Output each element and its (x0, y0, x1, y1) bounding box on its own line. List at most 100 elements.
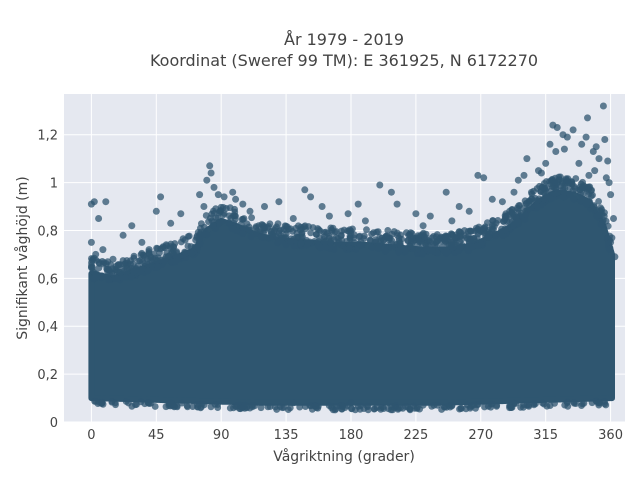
y-tick-label-3: 0,6 (37, 272, 58, 287)
density-core (88, 173, 616, 414)
density-edge-point (326, 239, 334, 247)
density-edge-point (375, 245, 382, 252)
data-point-33 (387, 188, 395, 196)
x-tick-label-8: 360 (598, 428, 623, 443)
data-point-22 (239, 200, 247, 208)
density-edge-point (230, 225, 238, 233)
density-edge-point (282, 233, 290, 241)
density-edge-point (137, 398, 145, 406)
data-point-54 (563, 133, 571, 141)
density-edge-point (210, 209, 218, 217)
density-edge-point (97, 272, 105, 280)
density-edge-point (144, 267, 152, 275)
density-edge-point (307, 229, 315, 237)
density-edge-point (377, 404, 385, 412)
data-point-10 (167, 219, 175, 227)
data-point-66 (605, 179, 613, 187)
density-edge-point (207, 403, 215, 411)
data-point-42 (488, 195, 496, 203)
density-edge-point (306, 238, 314, 246)
density-edge-point (572, 185, 579, 193)
density-edge-point (606, 232, 614, 240)
density-edge-point (285, 225, 292, 233)
density-edge-point (406, 231, 414, 238)
data-point-80 (145, 246, 153, 254)
density-edge-point (370, 405, 378, 413)
data-point-4 (99, 246, 107, 254)
data-point-18 (214, 191, 222, 199)
density-edge-point (329, 406, 337, 414)
density-edge-point (438, 243, 446, 251)
density-edge-point (372, 236, 379, 244)
density-edge-point (406, 242, 413, 250)
density-edge-point (346, 232, 354, 240)
density-edge-point (448, 231, 456, 239)
density-edge-point (259, 224, 267, 232)
x-tick-label-6: 270 (468, 428, 493, 443)
density-edge-point (259, 234, 266, 241)
density-edge-point (306, 402, 314, 409)
data-point-31 (354, 200, 362, 208)
density-edge-point (159, 244, 167, 252)
density-edge-point (200, 223, 208, 231)
data-point-35 (412, 210, 420, 218)
density-edge-point (456, 244, 464, 252)
data-point-77 (87, 238, 95, 246)
density-edge-point (387, 239, 395, 247)
density-edge-point (595, 198, 602, 205)
density-edge-point (111, 399, 119, 407)
data-point-73 (552, 148, 560, 155)
density-edge-point (488, 228, 496, 236)
density-edge-point (316, 227, 324, 235)
data-point-70 (611, 253, 619, 261)
data-point-87 (434, 401, 441, 409)
data-point-9 (152, 207, 160, 215)
density-edge-point (162, 253, 170, 261)
data-point-46 (520, 171, 528, 179)
density-edge-point (503, 213, 510, 221)
density-edge-point (400, 245, 408, 253)
x-tick-label-0: 0 (87, 428, 95, 443)
density-edge-point (393, 229, 401, 237)
data-point-63 (601, 136, 609, 143)
data-point-62 (599, 102, 607, 110)
density-edge-point (366, 236, 374, 244)
density-edge-point (456, 238, 464, 246)
y-tick-label-1: 0,2 (37, 368, 58, 383)
y-tick-label-2: 0,4 (37, 320, 58, 335)
data-point-67 (607, 191, 615, 199)
density-edge-point (171, 258, 179, 266)
data-point-37 (442, 188, 450, 196)
data-point-92 (390, 404, 398, 412)
density-edge-point (360, 405, 368, 412)
data-point-89 (506, 404, 514, 412)
density-edge-point (98, 400, 105, 407)
density-edge-point (522, 200, 530, 208)
density-edge-point (248, 214, 256, 222)
density-edge-point (322, 243, 329, 251)
density-edge-point (487, 403, 495, 411)
density-edge-point (514, 218, 522, 226)
density-edge-point (127, 273, 135, 281)
data-point-60 (592, 143, 600, 151)
data-point-39 (465, 207, 473, 215)
density-edge-point (144, 261, 152, 268)
density-edge-point (363, 226, 370, 234)
density-edge-point (428, 234, 436, 242)
y-tick-label-5: 1 (50, 177, 58, 192)
data-point-15 (207, 169, 215, 177)
density-edge-point (299, 233, 306, 241)
x-tick-label-2: 90 (213, 428, 230, 443)
data-point-2 (102, 198, 110, 206)
density-edge-point (348, 405, 356, 413)
density-edge-point (384, 227, 392, 234)
data-point-20 (229, 188, 237, 196)
data-point-44 (510, 188, 518, 196)
density-edge-point (381, 247, 389, 255)
data-point-55 (569, 126, 577, 134)
x-tick-labels: 0 45 90 135 180 225 270 315 360 (87, 428, 623, 443)
density-edge-point (130, 254, 138, 262)
x-tick-label-3: 135 (274, 428, 299, 443)
data-point-56 (578, 140, 586, 148)
density-edge-point (296, 403, 304, 411)
